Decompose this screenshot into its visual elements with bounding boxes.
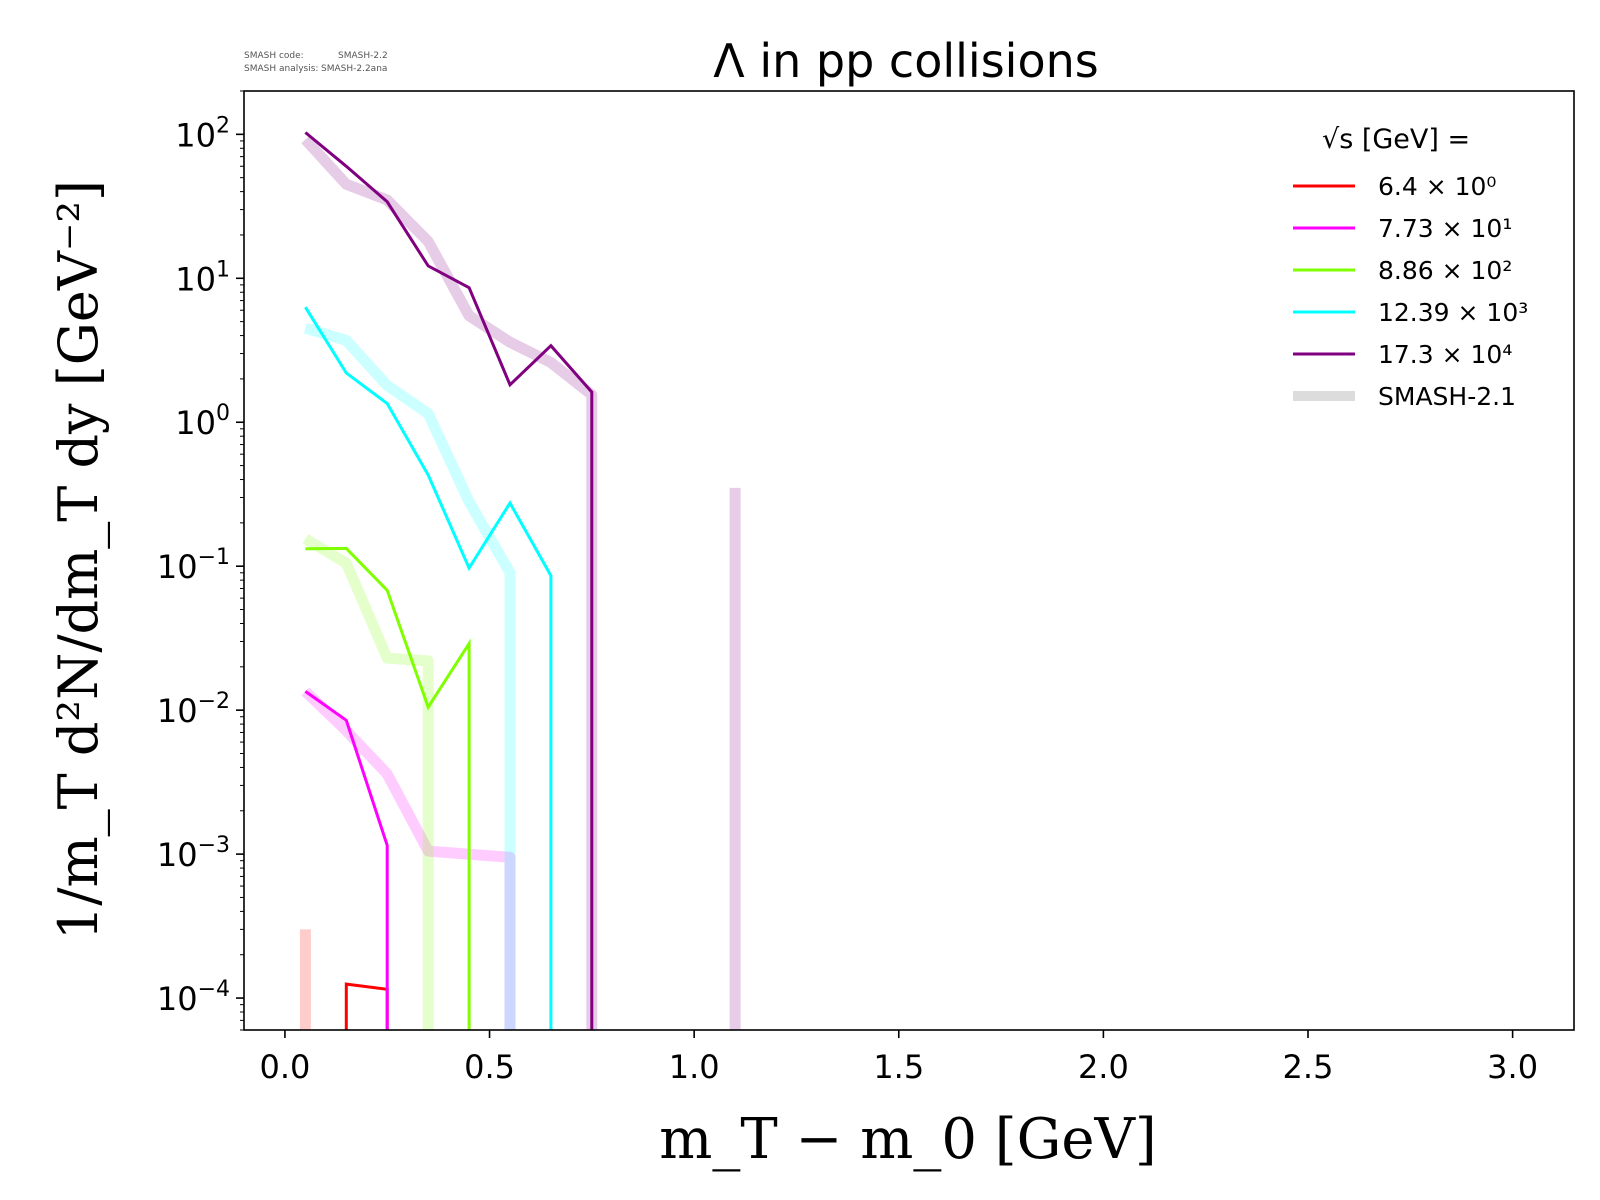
y-tick-label: 10−2 <box>157 689 230 730</box>
y-tick-label: 10−3 <box>157 833 230 874</box>
x-tick-label: 2.5 <box>1283 1048 1334 1086</box>
meta-code-label: SMASH code: <box>244 51 304 61</box>
series-line-1 <box>304 690 389 1030</box>
reference-line-3 <box>303 322 516 1030</box>
legend-label: 7.73 × 10¹ <box>1378 214 1512 243</box>
series-line-2 <box>305 546 471 1030</box>
reference-lines <box>299 135 741 1030</box>
x-tick-label: 0.0 <box>259 1048 310 1086</box>
y-tick-label: 10−1 <box>157 545 230 586</box>
y-tick-label: 10−4 <box>157 977 230 1018</box>
x-tick-label: 2.0 <box>1078 1048 1129 1086</box>
legend-reference-label: SMASH-2.1 <box>1378 382 1516 411</box>
x-tick-label: 1.0 <box>669 1048 720 1086</box>
meta-code-value: SMASH-2.2 <box>338 51 388 61</box>
reference-line-2 <box>302 534 434 1030</box>
legend-label: 8.86 × 10² <box>1378 256 1512 285</box>
meta-analysis-label: SMASH analysis: <box>244 64 318 74</box>
legend-label: 17.3 × 10⁴ <box>1378 340 1512 369</box>
reference-line-4 <box>301 135 598 1030</box>
x-tick-label: 3.0 <box>1487 1048 1538 1086</box>
meta-analysis-value: SMASH-2.2ana <box>321 64 387 74</box>
legend: √s [GeV] = 6.4 × 10⁰ 7.73 × 10¹ 8.86 × 10²… <box>1293 124 1528 411</box>
legend-label: 6.4 × 10⁰ <box>1378 172 1496 201</box>
y-tick-label: 102 <box>175 113 230 154</box>
data-lines <box>304 131 594 1030</box>
plot-frame <box>243 90 1575 1031</box>
x-tick-label: 1.5 <box>873 1048 924 1086</box>
x-axis: 0.0 0.5 1.0 1.5 2.0 2.5 3.0 <box>259 1030 1538 1086</box>
x-tick-label: 0.5 <box>464 1048 515 1086</box>
reference-line-1 <box>301 687 516 1030</box>
y-tick-label: 100 <box>175 401 230 442</box>
y-axis-label: 1/m_T d²N/dm_T dy [GeV⁻²] <box>47 180 110 940</box>
x-axis-label: m_T − m_0 [GeV] <box>659 1107 1157 1172</box>
series-line-3 <box>304 306 553 1030</box>
chart-title: Λ in pp collisions <box>713 34 1098 88</box>
legend-header: √s [GeV] = <box>1322 124 1470 155</box>
y-tick-label: 101 <box>175 257 230 298</box>
series-line-4 <box>304 131 594 1030</box>
y-axis: 10−4 10−3 10−2 10−1 100 101 102 <box>157 90 244 1031</box>
smash-version-stamp: SMASH code: SMASH-2.2 SMASH analysis: SM… <box>244 51 388 74</box>
legend-label: 12.39 × 10³ <box>1378 298 1528 327</box>
series-line-0 <box>344 982 389 1030</box>
